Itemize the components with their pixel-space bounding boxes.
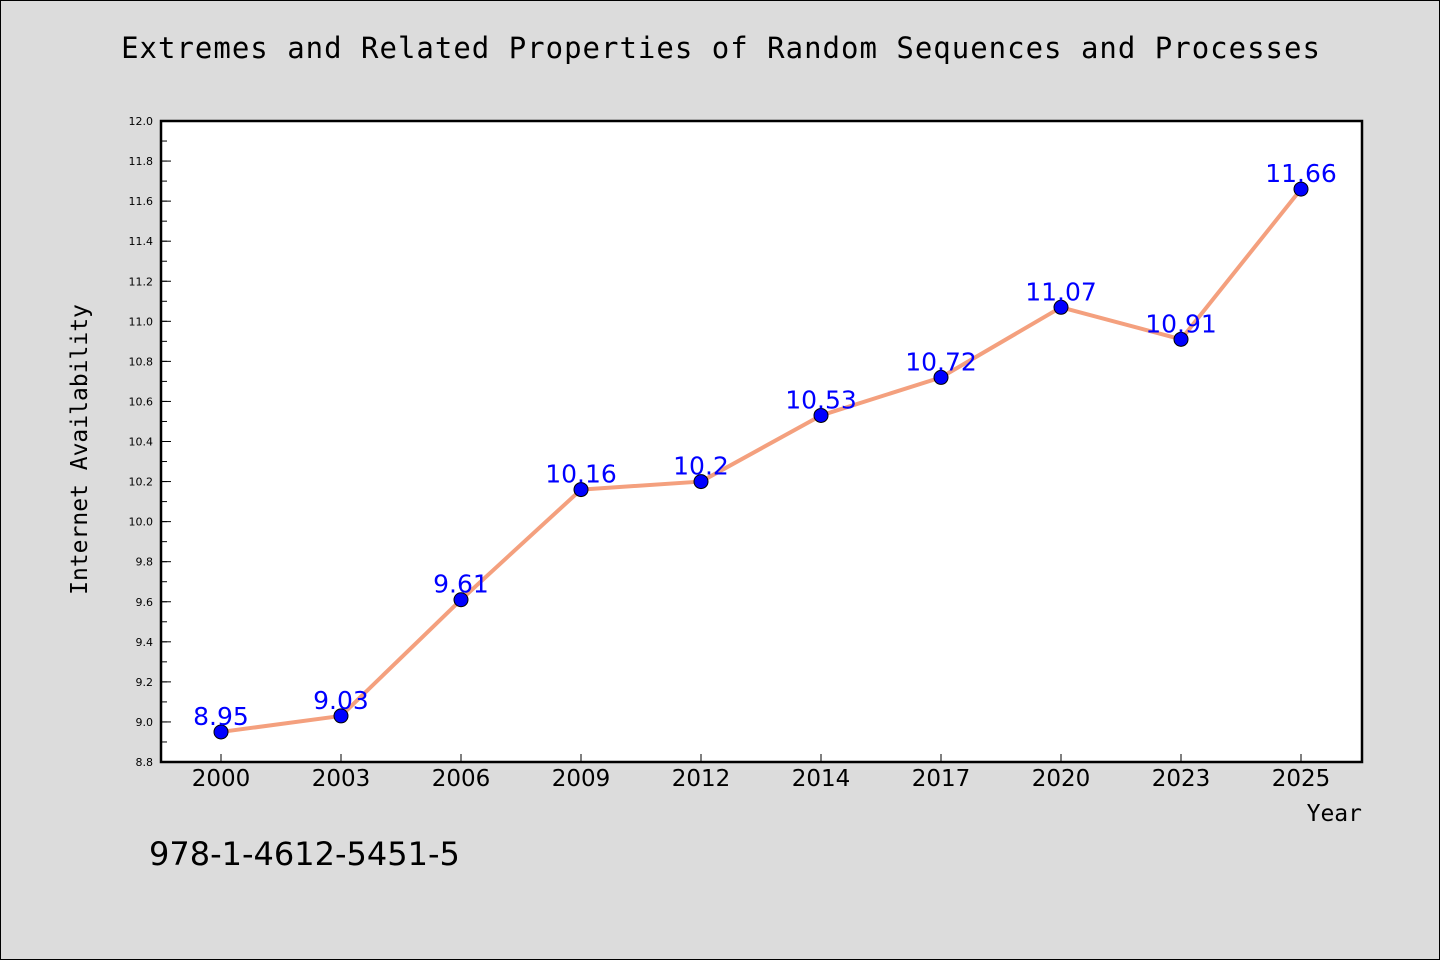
footer-code: 978-1-4612-5451-5 bbox=[149, 835, 460, 873]
plot-area bbox=[161, 121, 1362, 762]
x-tick-label: 2020 bbox=[1032, 766, 1091, 792]
x-tick-label: 2023 bbox=[1152, 766, 1211, 792]
data-point bbox=[1173, 331, 1189, 347]
y-tick-label: 10.2 bbox=[129, 476, 154, 489]
data-point bbox=[573, 482, 589, 498]
y-axis-label: Internet Availability bbox=[67, 304, 93, 595]
y-tick-label: 9.0 bbox=[136, 716, 154, 729]
x-tick-label: 2000 bbox=[192, 766, 251, 792]
x-tick-label: 2006 bbox=[432, 766, 491, 792]
data-point bbox=[813, 407, 829, 423]
data-point bbox=[1293, 181, 1309, 197]
x-tick-label: 2012 bbox=[672, 766, 731, 792]
x-tick-label: 2003 bbox=[312, 766, 371, 792]
x-tick-label: 2014 bbox=[792, 766, 851, 792]
x-tick-label: 2009 bbox=[552, 766, 611, 792]
data-label: 10.2 bbox=[673, 452, 729, 481]
y-tick-label: 11.0 bbox=[129, 315, 154, 328]
chart-title: Extremes and Related Properties of Rando… bbox=[121, 31, 1321, 65]
data-label: 10.91 bbox=[1145, 309, 1217, 338]
y-tick-label: 11.8 bbox=[129, 155, 154, 168]
y-tick-label: 11.4 bbox=[129, 235, 154, 248]
y-tick-label: 8.8 bbox=[136, 756, 154, 769]
y-tick-label: 10.0 bbox=[129, 516, 154, 529]
data-label: 11.66 bbox=[1265, 159, 1337, 188]
data-label: 10.72 bbox=[905, 347, 977, 376]
y-tick-label: 9.2 bbox=[136, 676, 154, 689]
data-label: 10.16 bbox=[545, 460, 617, 489]
data-point bbox=[213, 724, 229, 740]
x-tick-label: 2017 bbox=[912, 766, 971, 792]
x-tick-label: 2025 bbox=[1272, 766, 1331, 792]
x-axis-label: Year bbox=[1307, 801, 1362, 827]
data-label: 11.07 bbox=[1025, 277, 1097, 306]
data-point bbox=[693, 474, 709, 490]
data-label: 10.53 bbox=[785, 385, 857, 414]
data-point bbox=[1053, 299, 1069, 315]
data-point bbox=[333, 708, 349, 724]
y-tick-label: 9.8 bbox=[136, 556, 154, 569]
y-tick-label: 11.2 bbox=[129, 275, 154, 288]
data-point bbox=[453, 592, 469, 608]
y-tick-label: 10.6 bbox=[129, 395, 154, 408]
data-label: 9.61 bbox=[433, 570, 489, 599]
y-tick-label: 11.6 bbox=[129, 195, 154, 208]
y-tick-label: 12.0 bbox=[129, 115, 154, 128]
plot-frame bbox=[159, 119, 1364, 764]
data-point bbox=[933, 369, 949, 385]
series-line bbox=[219, 187, 1303, 734]
y-tick-label: 9.6 bbox=[136, 596, 154, 609]
data-label: 9.03 bbox=[313, 686, 369, 715]
y-tick-label: 9.4 bbox=[136, 636, 154, 649]
data-label: 8.95 bbox=[193, 702, 249, 731]
y-tick-label: 10.4 bbox=[129, 436, 154, 449]
y-tick-label: 10.8 bbox=[129, 355, 154, 368]
